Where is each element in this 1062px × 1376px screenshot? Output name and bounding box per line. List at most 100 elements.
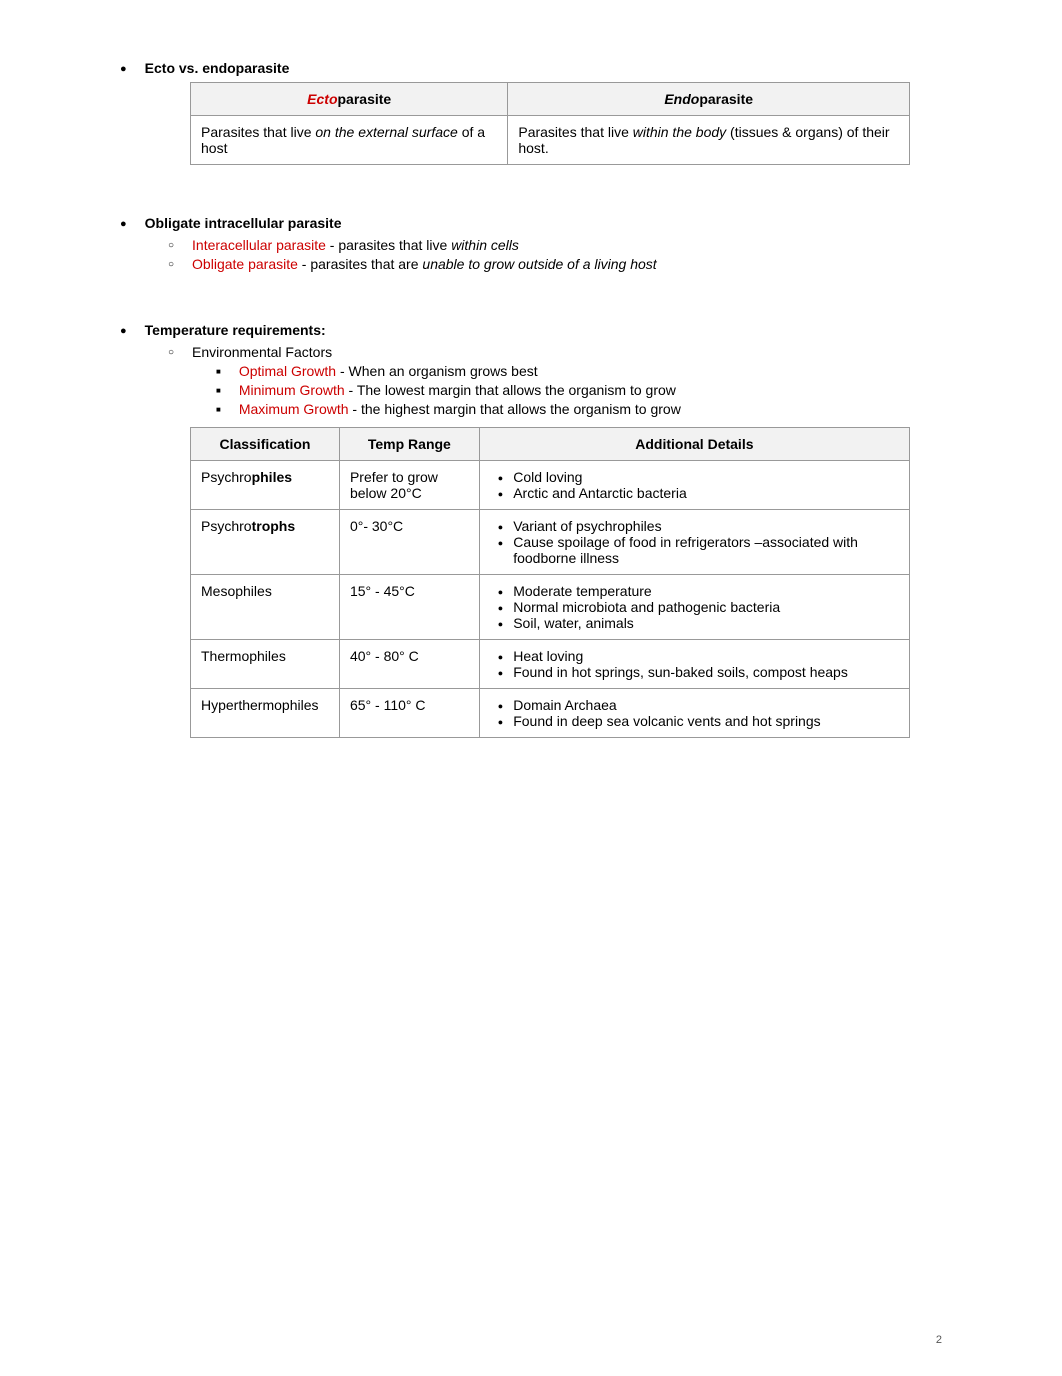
td-classification: Hyperthermophiles bbox=[191, 689, 340, 738]
detail-item: Arctic and Antarctic bacteria bbox=[490, 485, 899, 501]
detail-item: Found in deep sea volcanic vents and hot… bbox=[490, 713, 899, 729]
td-classification: Psychrophiles bbox=[191, 461, 340, 510]
td-endo-desc: Parasites that live within the body (tis… bbox=[508, 116, 910, 165]
th-temp-range: Temp Range bbox=[339, 428, 479, 461]
detail-item: Heat loving bbox=[490, 648, 899, 664]
factor-item: Minimum Growth - The lowest margin that … bbox=[216, 382, 942, 398]
class-a: Mesophiles bbox=[201, 583, 272, 599]
detail-item: Variant of psychrophiles bbox=[490, 518, 899, 534]
td-details: Variant of psychrophilesCause spoilage o… bbox=[479, 510, 909, 575]
detail-text: Found in deep sea volcanic vents and hot… bbox=[513, 713, 820, 729]
sub-env-factors: Environmental Factors bbox=[168, 344, 942, 360]
endo-desc-a: Parasites that live bbox=[518, 124, 632, 140]
sep: - parasites that are bbox=[298, 256, 423, 272]
section-ecto-endo: Ecto vs. endoparasite Ectoparasite Endop… bbox=[120, 60, 942, 165]
th-details: Additional Details bbox=[479, 428, 909, 461]
ecto-desc-a: Parasites that live bbox=[201, 124, 315, 140]
detail-text: Heat loving bbox=[513, 648, 583, 664]
table-row: Mesophiles15° - 45°CModerate temperature… bbox=[191, 575, 910, 640]
detail-item: Cause spoilage of food in refrigerators … bbox=[490, 534, 899, 566]
class-a: Thermophiles bbox=[201, 648, 286, 664]
sub-text: Environmental Factors bbox=[192, 344, 332, 360]
detail-text: Domain Archaea bbox=[513, 697, 617, 713]
detail-item: Domain Archaea bbox=[490, 697, 899, 713]
detail-list: Moderate temperatureNormal microbiota an… bbox=[490, 583, 899, 631]
sep: - bbox=[349, 401, 361, 417]
endo-prefix: Endo bbox=[664, 91, 699, 107]
detail-item: Cold loving bbox=[490, 469, 899, 485]
table-row: Hyperthermophiles 65° - 110° C Domain Arch… bbox=[191, 689, 910, 738]
detail-text: Found in hot springs, sun-baked soils, c… bbox=[513, 664, 848, 680]
section-obligate: Obligate intracellular parasite Interace… bbox=[120, 215, 942, 272]
table-row: Thermophiles 40° - 80° C Heat lovingFound … bbox=[191, 640, 910, 689]
sep: - bbox=[336, 363, 348, 379]
obligate-item: Obligate parasite - parasites that are u… bbox=[168, 256, 942, 272]
class-a: Hyperthermophiles bbox=[201, 697, 319, 713]
detail-list: Variant of psychrophilesCause spoilage o… bbox=[490, 518, 899, 566]
td-details: Heat lovingFound in hot springs, sun-bak… bbox=[479, 640, 909, 689]
detail-list: Cold lovingArctic and Antarctic bacteria bbox=[490, 469, 899, 501]
td-classification: Thermophiles bbox=[191, 640, 340, 689]
ecto-prefix: Ecto bbox=[307, 91, 337, 107]
factors-items: Optimal Growth - When an organism grows … bbox=[120, 363, 942, 417]
obligate-item-text: Interacellular parasite - parasites that… bbox=[192, 237, 519, 253]
td-details: Domain ArchaeaFound in deep sea volcanic… bbox=[479, 689, 909, 738]
heading-temperature: Temperature requirements: bbox=[120, 322, 942, 338]
td-details: Moderate temperatureNormal microbiota an… bbox=[479, 575, 909, 640]
factor-item-text: Minimum Growth - The lowest margin that … bbox=[239, 382, 676, 398]
endo-suffix: parasite bbox=[699, 91, 753, 107]
td-temp: 15° - 45°C bbox=[339, 575, 479, 640]
class-a: Psychro bbox=[201, 518, 252, 534]
class-b: philes bbox=[252, 469, 292, 485]
td-details: Cold lovingArctic and Antarctic bacteria bbox=[479, 461, 909, 510]
table-temperature: Classification Temp Range Additional Det… bbox=[190, 427, 910, 738]
section-temperature: Temperature requirements: Environmental … bbox=[120, 322, 942, 738]
th-classification: Classification bbox=[191, 428, 340, 461]
detail-text: Variant of psychrophiles bbox=[513, 518, 661, 534]
table-row: Psychrotrophs0°- 30°CVariant of psychrop… bbox=[191, 510, 910, 575]
obligate-item: Interacellular parasite - parasites that… bbox=[168, 237, 942, 253]
table-row: PsychrophilesPrefer to grow below 20°C Co… bbox=[191, 461, 910, 510]
ecto-desc-b: on the external surface bbox=[315, 124, 457, 140]
detail-list: Domain ArchaeaFound in deep sea volcanic… bbox=[490, 697, 899, 729]
heading-ecto-endo: Ecto vs. endoparasite bbox=[120, 60, 942, 76]
term: Optimal Growth bbox=[239, 363, 336, 379]
detail-item: Normal microbiota and pathogenic bacteri… bbox=[490, 599, 899, 615]
detail-list: Heat lovingFound in hot springs, sun-bak… bbox=[490, 648, 899, 680]
ecto-suffix: parasite bbox=[338, 91, 392, 107]
desc: The lowest margin that allows the organi… bbox=[357, 382, 676, 398]
term: Maximum Growth bbox=[239, 401, 349, 417]
detail-text: Soil, water, animals bbox=[513, 615, 634, 631]
detail-item: Soil, water, animals bbox=[490, 615, 899, 631]
desc: unable to grow outside of a living host bbox=[422, 256, 656, 272]
factor-item: Optimal Growth - When an organism grows … bbox=[216, 363, 942, 379]
class-b: trophs bbox=[252, 518, 296, 534]
td-temp: 40° - 80° C bbox=[339, 640, 479, 689]
detail-text: Cause spoilage of food in refrigerators … bbox=[513, 534, 899, 566]
sep: - parasites that live bbox=[326, 237, 451, 253]
term: Minimum Growth bbox=[239, 382, 345, 398]
desc: within cells bbox=[451, 237, 519, 253]
table-ecto-endo: Ectoparasite Endoparasite Parasites that… bbox=[190, 82, 910, 165]
endo-desc-b: within the body bbox=[633, 124, 726, 140]
temperature-tbody: PsychrophilesPrefer to grow below 20°CCo… bbox=[191, 461, 910, 738]
heading-text: Obligate intracellular parasite bbox=[145, 215, 342, 231]
heading-text: Temperature requirements: bbox=[145, 322, 326, 338]
td-classification: Psychrotrophs bbox=[191, 510, 340, 575]
page-number: 2 bbox=[936, 1334, 942, 1346]
detail-text: Arctic and Antarctic bacteria bbox=[513, 485, 687, 501]
th-ecto: Ectoparasite bbox=[191, 83, 508, 116]
td-temp: 65° - 110° C bbox=[339, 689, 479, 738]
td-classification: Mesophiles bbox=[191, 575, 340, 640]
detail-text: Normal microbiota and pathogenic bacteri… bbox=[513, 599, 780, 615]
term: Interacellular parasite bbox=[192, 237, 326, 253]
detail-text: Moderate temperature bbox=[513, 583, 652, 599]
obligate-items: Interacellular parasite - parasites that… bbox=[120, 237, 942, 272]
desc: the highest margin that allows the organ… bbox=[361, 401, 681, 417]
sep: - bbox=[345, 382, 357, 398]
factor-item-text: Maximum Growth - the highest margin that… bbox=[239, 401, 681, 417]
term: Obligate parasite bbox=[192, 256, 298, 272]
td-temp: Prefer to grow below 20°C bbox=[339, 461, 479, 510]
detail-item: Moderate temperature bbox=[490, 583, 899, 599]
th-endo: Endoparasite bbox=[508, 83, 910, 116]
